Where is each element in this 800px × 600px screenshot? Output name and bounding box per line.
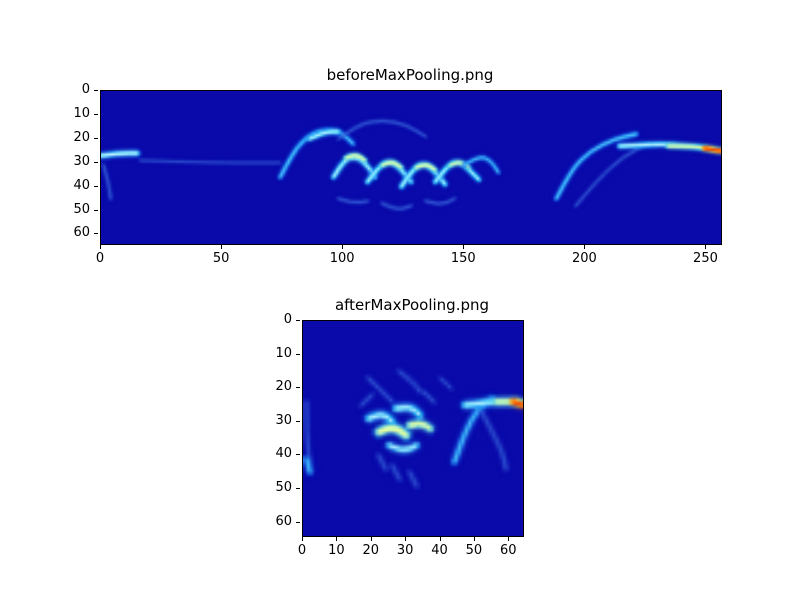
x-tick-label: 250: [693, 251, 718, 266]
x-tick-label: 100: [329, 251, 355, 266]
x-tick: [463, 245, 465, 249]
y-tick-label: 10: [73, 105, 90, 121]
y-tick-label: 20: [275, 379, 292, 395]
x-tick-label: 40: [431, 543, 448, 558]
x-tick-label: 60: [499, 543, 517, 558]
y-tick: [94, 161, 98, 163]
y-tick: [296, 353, 300, 355]
y-tick-label: 20: [73, 129, 90, 145]
x-tick: [221, 245, 223, 249]
y-tick: [296, 521, 300, 523]
y-tick-label: 40: [275, 446, 292, 462]
y-tick: [296, 420, 300, 422]
y-tick: [94, 233, 98, 235]
axes-before: [100, 90, 722, 245]
y-tick-label: 40: [73, 177, 90, 193]
y-tick: [296, 487, 300, 489]
x-tick: [405, 537, 407, 541]
axes-after: [302, 320, 524, 537]
y-tick: [94, 90, 98, 91]
y-tick: [296, 387, 300, 389]
x-tick: [508, 537, 510, 541]
x-tick: [705, 245, 707, 249]
plot-title-before: beforeMaxPooling.png: [326, 66, 494, 84]
x-tick-label: 200: [571, 251, 597, 266]
y-tick: [296, 454, 300, 456]
y-tick-label: 60: [275, 513, 292, 529]
y-tick: [94, 185, 98, 187]
y-tick-label: 10: [275, 345, 292, 361]
heatmap-image-before: [101, 91, 721, 244]
x-tick: [473, 537, 475, 541]
y-tick-label: 0: [283, 312, 292, 327]
y-tick: [94, 113, 98, 115]
x-tick-label: 0: [297, 543, 307, 558]
x-tick: [100, 245, 101, 249]
x-tick: [302, 537, 303, 541]
x-tick: [342, 245, 344, 249]
y-tick-label: 50: [73, 201, 90, 217]
x-tick: [336, 537, 338, 541]
heatmap-image-after: [303, 321, 523, 536]
x-tick-label: 50: [465, 543, 483, 558]
y-tick-label: 30: [73, 153, 90, 169]
x-tick-label: 10: [328, 543, 345, 558]
x-tick-label: 50: [212, 251, 230, 266]
x-tick: [584, 245, 586, 249]
y-tick-label: 0: [81, 82, 90, 97]
plot-title-after: afterMaxPooling.png: [334, 296, 490, 314]
y-tick: [94, 209, 98, 211]
x-tick: [439, 537, 441, 541]
x-tick-label: 30: [396, 543, 414, 558]
y-tick-label: 50: [275, 479, 292, 495]
y-tick: [296, 320, 300, 321]
x-tick: [370, 537, 372, 541]
y-tick-label: 30: [275, 412, 292, 428]
x-tick-label: 150: [450, 251, 476, 266]
x-tick-label: 0: [95, 251, 105, 266]
y-tick: [94, 137, 98, 139]
x-tick-label: 20: [362, 543, 380, 558]
y-tick-label: 60: [73, 225, 90, 241]
